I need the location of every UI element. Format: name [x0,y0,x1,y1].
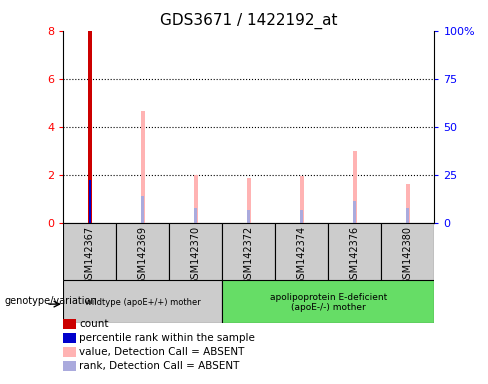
Text: percentile rank within the sample: percentile rank within the sample [79,333,255,343]
Text: GSM142376: GSM142376 [350,225,360,285]
Bar [328,223,381,280]
Text: count: count [79,319,108,329]
Bar [141,111,145,223]
Title: GDS3671 / 1422192_at: GDS3671 / 1422192_at [160,13,338,29]
Bar [194,175,198,223]
Bar [117,223,169,280]
Bar [247,210,250,223]
Bar [406,184,410,223]
Text: GSM142380: GSM142380 [403,225,413,285]
Text: GSM142367: GSM142367 [85,225,95,285]
Bar [247,178,251,223]
Bar [89,180,91,223]
Bar [223,280,434,323]
Bar [63,280,223,323]
Bar [194,208,197,223]
Bar [301,210,304,223]
Text: GSM142372: GSM142372 [244,225,254,285]
Bar [300,176,304,223]
Bar [142,196,144,223]
Bar [353,151,357,223]
Text: genotype/variation: genotype/variation [5,296,98,306]
Bar [353,201,356,223]
Bar [275,223,328,280]
Text: rank, Detection Call = ABSENT: rank, Detection Call = ABSENT [79,361,240,371]
Bar [63,223,117,280]
Bar [381,223,434,280]
Text: GSM142369: GSM142369 [138,225,148,285]
Text: GSM142374: GSM142374 [297,225,307,285]
Bar [407,208,409,223]
Text: GSM142370: GSM142370 [191,225,201,285]
Text: wildtype (apoE+/+) mother: wildtype (apoE+/+) mother [85,298,201,307]
Bar [223,223,275,280]
Text: value, Detection Call = ABSENT: value, Detection Call = ABSENT [79,347,244,357]
Bar [88,31,92,223]
Bar [169,223,223,280]
Text: apolipoprotein E-deficient
(apoE-/-) mother: apolipoprotein E-deficient (apoE-/-) mot… [270,293,387,312]
